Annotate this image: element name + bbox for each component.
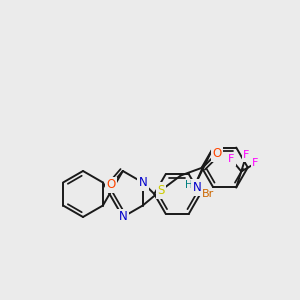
Text: O: O [106,178,116,191]
Text: H: H [185,181,193,190]
Text: S: S [157,184,164,197]
Text: O: O [212,147,221,160]
Text: N: N [138,176,147,189]
Text: F: F [243,150,249,161]
Text: N: N [118,211,127,224]
Text: N: N [192,181,201,194]
Text: Br: Br [202,189,214,199]
Text: F: F [228,154,234,164]
Text: F: F [252,158,258,168]
